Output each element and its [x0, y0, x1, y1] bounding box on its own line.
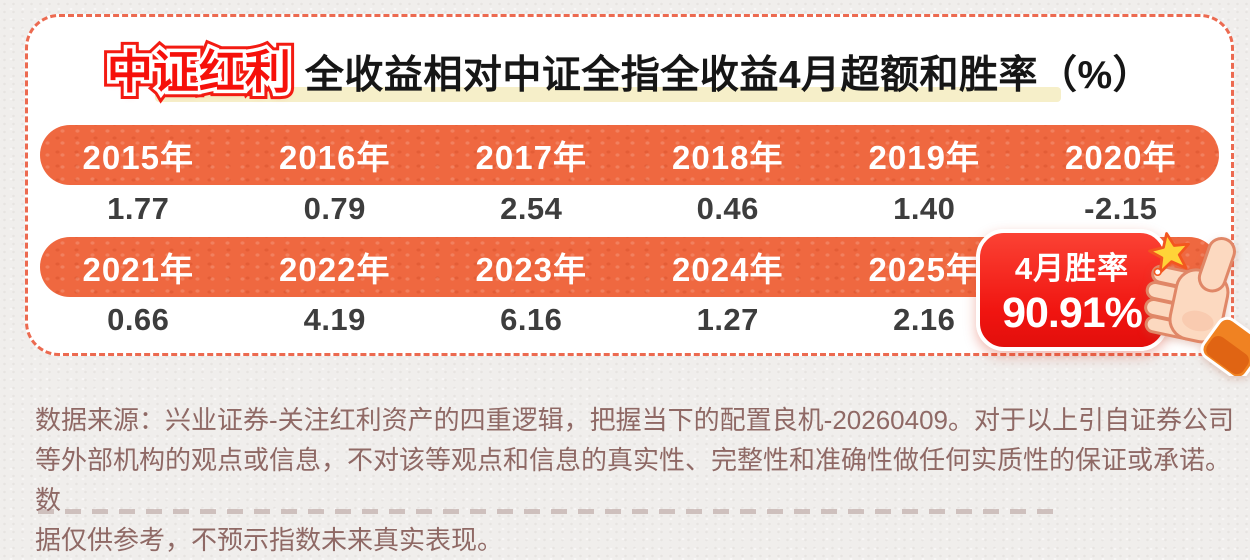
year-header-cell: 2025年	[868, 251, 980, 288]
value-cell: 2.16	[893, 302, 956, 337]
value-cell: 2.54	[500, 191, 563, 226]
year-header-cell: 2023年	[475, 251, 587, 288]
win-rate-label: 4月胜率	[1014, 251, 1130, 286]
value-row-2: 0.66 4.19 6.16 1.27 2.16	[40, 298, 1219, 342]
cutoff-text-hint	[38, 509, 1058, 514]
thumbs-up-icon	[1144, 236, 1250, 376]
value-cell: 4.19	[303, 302, 366, 337]
win-rate-value: 90.91%	[1002, 289, 1143, 337]
value-cell: 6.16	[500, 302, 563, 337]
win-rate-badge: 4月胜率 90.91%	[976, 229, 1168, 351]
year-header-cell: 2018年	[672, 139, 784, 176]
star-icon	[1148, 232, 1190, 277]
year-header-cell: 2020年	[1065, 139, 1177, 176]
year-header-cell: 2017年	[475, 139, 587, 176]
year-header-cell: 2021年	[82, 251, 194, 288]
stats-card: 中证红利 中证红利 中证红利 全收益相对中证全指全收益4月超额和胜率（%） 20…	[25, 14, 1250, 376]
value-row-1: 1.77 0.79 2.54 0.46 1.40 -2.15	[40, 187, 1219, 231]
index-name-text: 中证红利	[106, 46, 291, 98]
value-cell: 1.27	[696, 302, 759, 337]
source-note-line: 据仅供参考，不预示指数未来真实表现。	[35, 525, 504, 555]
year-header-row-1: 2015年 2016年 2017年 2018年 2019年 2020年	[40, 125, 1219, 185]
index-name-white-stroke: 中证红利	[103, 46, 294, 99]
title-text: 全收益相对中证全指全收益4月超额和胜率（%）	[304, 54, 1153, 97]
source-note-line: 数据来源：兴业证券-关注红利资产的四重逻辑，把握当下的配置良机-20260409…	[35, 405, 1234, 435]
value-cell: 0.79	[303, 191, 366, 226]
value-cell: 1.77	[107, 191, 170, 226]
value-cell: 0.66	[107, 302, 170, 337]
source-note: 数据来源：兴业证券-关注红利资产的四重逻辑，把握当下的配置良机-20260409…	[35, 400, 1235, 560]
page-title: 中证红利 中证红利 中证红利 全收益相对中证全指全收益4月超额和胜率（%）	[28, 31, 1231, 113]
index-name-badge: 中证红利 中证红利 中证红利	[100, 43, 297, 102]
source-note-line: 等外部机构的观点或信息，不对该等观点和信息的真实性、完整性和准确性做任何实质性的…	[35, 445, 1232, 515]
title-highlight	[155, 87, 1061, 102]
year-header-cell: 2019年	[868, 139, 980, 176]
year-header-cell: 2015年	[82, 139, 194, 176]
year-header-cell: 2016年	[279, 139, 391, 176]
year-header-cell: 2022年	[279, 251, 391, 288]
value-cell: 1.40	[893, 191, 956, 226]
year-header-cell: 2024年	[672, 251, 784, 288]
value-cell: 0.46	[696, 191, 759, 226]
value-cell: -2.15	[1084, 191, 1158, 226]
index-name-outline: 中证红利	[100, 43, 297, 102]
